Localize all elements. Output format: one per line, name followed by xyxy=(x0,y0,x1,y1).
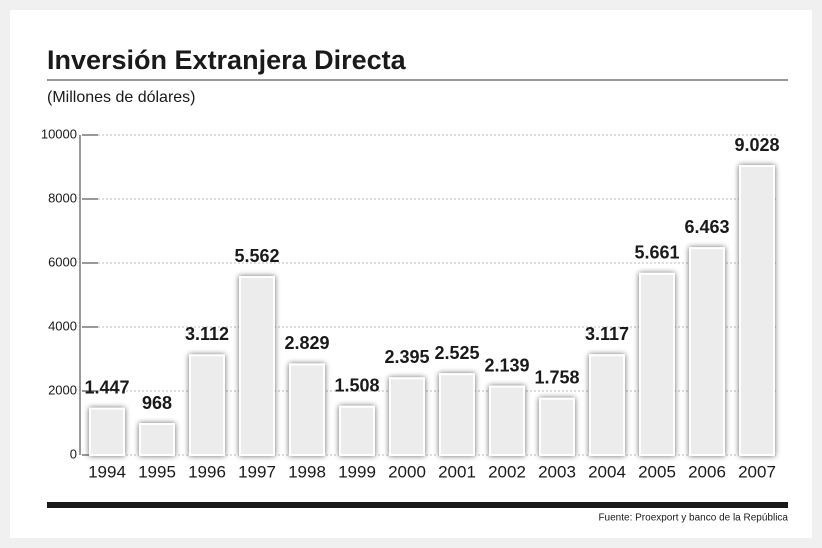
value-label: 2.395 xyxy=(384,347,429,367)
value-label: 1.447 xyxy=(84,377,129,397)
source: Fuente: Proexport y banco de la Repúblic… xyxy=(598,513,788,524)
bar xyxy=(489,385,525,456)
value-label: 5.661 xyxy=(634,243,679,263)
y-tick-label: 6000 xyxy=(48,254,77,269)
bar xyxy=(139,423,175,456)
bar xyxy=(439,373,475,457)
y-tick-label: 4000 xyxy=(48,318,77,333)
bar xyxy=(539,397,575,456)
x-tick-label: 2003 xyxy=(538,462,576,481)
value-label: 968 xyxy=(142,393,172,413)
bar xyxy=(339,405,375,456)
x-tick-label: 2002 xyxy=(488,462,526,481)
bar xyxy=(89,407,125,457)
x-tick-label: 2004 xyxy=(588,462,626,481)
bar xyxy=(639,272,675,456)
x-tick-label: 2000 xyxy=(388,462,426,481)
value-label: 3.112 xyxy=(185,324,229,344)
x-tick-label: 2001 xyxy=(438,462,476,481)
y-tick-label: 10000 xyxy=(41,126,77,141)
x-tick-label: 2006 xyxy=(688,462,726,481)
value-label: 6.463 xyxy=(684,217,729,237)
bar xyxy=(739,165,775,456)
y-tick-label: 0 xyxy=(70,446,77,461)
chart-title: Inversión Extranjera Directa xyxy=(47,45,407,75)
x-tick-label: 1994 xyxy=(88,462,126,481)
x-tick-label: 1996 xyxy=(188,462,226,481)
value-label: 9.028 xyxy=(734,135,779,155)
bar xyxy=(289,363,325,456)
value-label: 2.139 xyxy=(484,355,529,375)
bar xyxy=(239,276,275,456)
x-tick-label: 1995 xyxy=(138,462,176,481)
bar xyxy=(389,377,425,456)
x-tick-label: 2007 xyxy=(738,462,776,481)
value-label: 1.508 xyxy=(334,375,379,395)
y-tick-label: 8000 xyxy=(48,190,77,205)
x-tick-label: 1998 xyxy=(288,462,326,481)
value-label: 2.829 xyxy=(284,333,329,353)
x-tick-label: 1997 xyxy=(238,462,276,481)
value-label: 5.562 xyxy=(234,246,279,266)
y-tick-label: 2000 xyxy=(48,382,77,397)
value-label: 3.117 xyxy=(585,324,629,344)
bar xyxy=(589,354,625,457)
bar xyxy=(689,247,725,456)
value-label: 1.758 xyxy=(534,367,579,387)
x-tick-label: 2005 xyxy=(638,462,676,481)
x-tick-label: 1999 xyxy=(338,462,376,481)
bar xyxy=(189,354,225,456)
chart-subtitle: (Millones de dólares) xyxy=(47,89,196,106)
bottom-rule xyxy=(47,502,788,508)
value-label: 2.525 xyxy=(434,343,479,363)
